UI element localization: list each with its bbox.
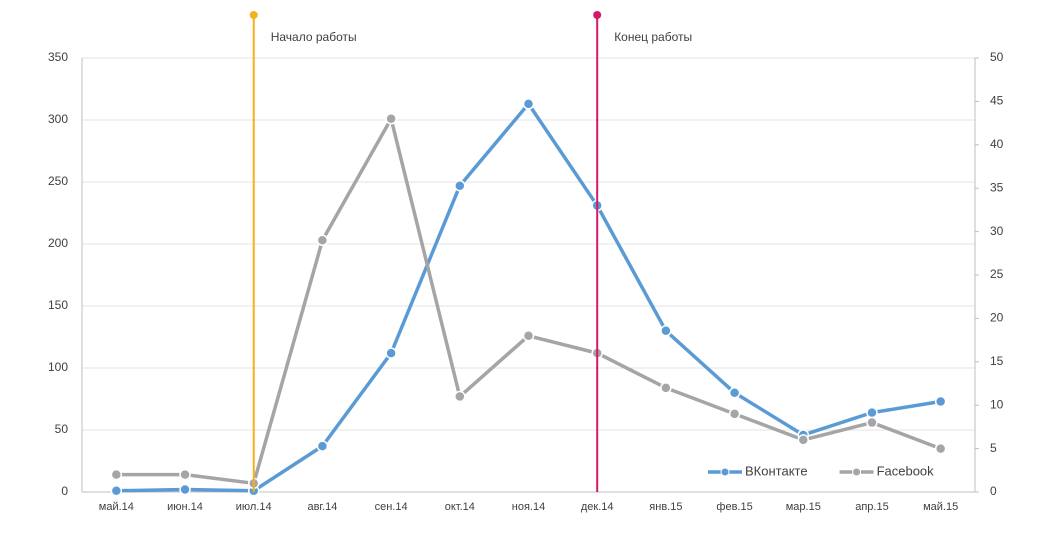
data-point	[454, 179, 466, 192]
x-tick-label: апр.15	[855, 501, 888, 513]
x-tick-label: май.15	[923, 501, 958, 513]
legend-swatch	[720, 467, 730, 477]
y2-tick-label: 30	[990, 224, 1004, 238]
y-tick-label: 350	[48, 50, 68, 64]
x-tick-label: окт.14	[445, 501, 475, 513]
y2-tick-label: 10	[990, 397, 1004, 411]
data-point	[179, 483, 191, 496]
data-point	[866, 416, 878, 429]
annotation: Конец работы	[614, 30, 692, 44]
x-tick-label: фев.15	[716, 501, 752, 513]
y-tick-label: 50	[55, 422, 69, 436]
y2-tick-label: 45	[990, 94, 1004, 108]
marker-dot	[249, 11, 258, 19]
data-point	[660, 325, 672, 337]
series-line	[116, 102, 941, 493]
data-point	[660, 382, 672, 394]
y2-tick-label: 35	[990, 180, 1004, 194]
data-point	[934, 395, 947, 408]
data-point	[454, 390, 466, 403]
data-point	[522, 330, 535, 342]
data-point	[728, 387, 741, 399]
data-point	[179, 468, 191, 481]
y2-tick-label: 25	[990, 267, 1004, 281]
y2-tick-label: 20	[990, 311, 1004, 325]
y2-tick-label: 40	[990, 137, 1004, 151]
y2-tick-label: 5	[990, 441, 997, 455]
x-tick-label: май.14	[99, 501, 134, 513]
data-point	[316, 440, 329, 452]
data-point	[522, 98, 535, 110]
series-line	[116, 117, 942, 486]
y-tick-label: 200	[48, 236, 68, 250]
y-tick-label: 100	[48, 360, 68, 374]
x-tick-label: июн.14	[167, 501, 203, 513]
x-tick-label: дек.14	[581, 501, 614, 513]
data-point	[385, 113, 397, 125]
legend-label: Facebook	[877, 463, 935, 478]
legend-label: ВКонтакте	[745, 463, 808, 478]
x-tick-label: янв.15	[649, 501, 682, 513]
data-point	[728, 408, 741, 420]
annotation: Начало работы	[271, 30, 357, 44]
y2-tick-label: 0	[990, 484, 997, 498]
x-tick-label: июл.14	[236, 501, 272, 513]
data-point	[797, 434, 810, 446]
x-tick-label: авг.14	[307, 501, 337, 513]
data-point	[385, 347, 397, 359]
y2-tick-label: 50	[990, 50, 1004, 64]
data-point	[110, 468, 123, 481]
data-point	[934, 442, 947, 455]
x-tick-label: мар.15	[786, 501, 821, 513]
data-point	[110, 485, 123, 497]
y-tick-label: 300	[48, 112, 68, 126]
y-tick-label: 150	[48, 298, 68, 312]
y2-tick-label: 15	[990, 354, 1004, 368]
legend-swatch	[852, 467, 862, 477]
data-point	[316, 234, 329, 247]
y-tick-label: 250	[48, 174, 68, 188]
data-point	[866, 406, 878, 419]
y-tick-label: 0	[61, 484, 68, 498]
marker-dot	[593, 11, 602, 19]
x-tick-label: сен.14	[375, 501, 408, 513]
x-tick-label: ноя.14	[512, 501, 545, 513]
